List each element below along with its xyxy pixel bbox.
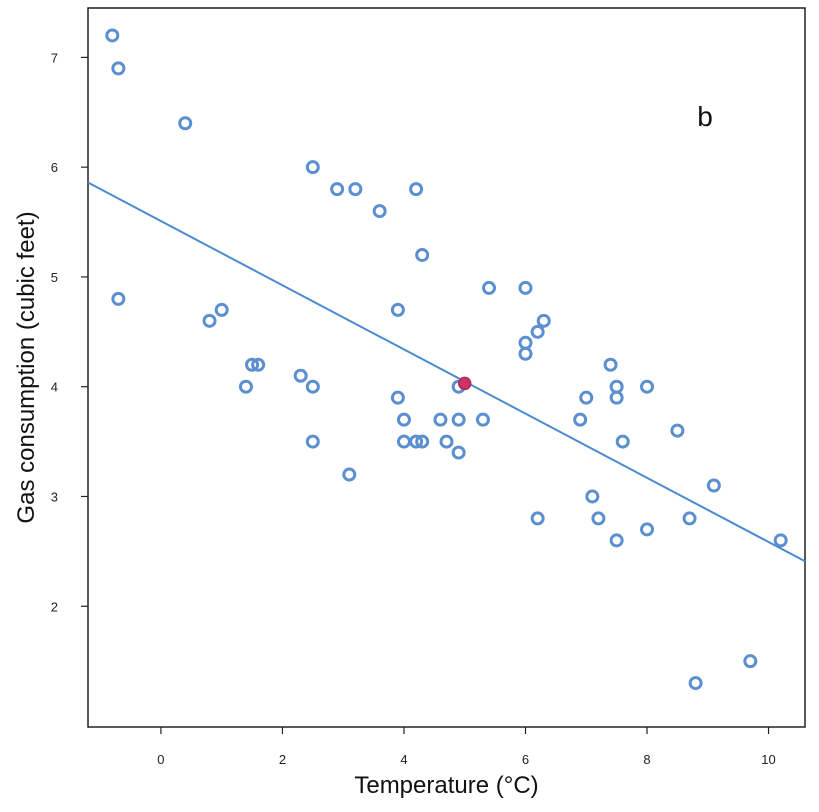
data-point [390, 390, 405, 405]
data-point [409, 182, 424, 197]
data-point [202, 313, 217, 328]
data-point [451, 445, 466, 460]
data-point [348, 182, 363, 197]
data-point [390, 302, 405, 317]
x-axis-title: Temperature (°C) [354, 772, 538, 799]
data-point [396, 412, 411, 427]
x-tick-label: 0 [157, 752, 164, 767]
data-point [451, 412, 466, 427]
data-point [530, 511, 545, 526]
data-point [111, 61, 126, 76]
data-point [305, 434, 320, 449]
data-point [518, 280, 533, 295]
data-point [178, 116, 193, 131]
data-point [396, 434, 411, 449]
data-point [585, 489, 600, 504]
y-axis-ticks: 2 3 4 5 6 7 [51, 50, 88, 614]
data-point [482, 280, 497, 295]
data-point [579, 390, 594, 405]
data-point [111, 291, 126, 306]
data-point [238, 379, 253, 394]
points-layer [105, 28, 788, 691]
y-axis-title: Gas consumption (cubic feet) [13, 211, 40, 523]
panel-label: b [697, 101, 713, 132]
x-tick-label: 10 [761, 752, 775, 767]
data-point [518, 335, 533, 350]
highlight-layer [457, 376, 472, 391]
data-point [305, 160, 320, 175]
data-point [609, 533, 624, 548]
data-point [773, 533, 788, 548]
plot-frame [87, 7, 806, 728]
x-tick-label: 8 [643, 752, 650, 767]
data-point [245, 357, 260, 372]
data-point [475, 412, 490, 427]
data-point [609, 379, 624, 394]
data-point [536, 313, 551, 328]
data-point [518, 346, 533, 361]
y-tick-label: 5 [51, 270, 58, 285]
fit-line-layer [87, 181, 806, 563]
data-point [743, 654, 758, 669]
data-point [615, 434, 630, 449]
x-tick-label: 6 [522, 752, 529, 767]
data-point [682, 511, 697, 526]
regression-line [87, 181, 806, 563]
data-point [105, 28, 120, 43]
x-axis-ticks: 0 2 4 6 8 10 [157, 727, 776, 767]
data-point [372, 204, 387, 219]
data-point [293, 368, 308, 383]
data-point [609, 390, 624, 405]
data-point [342, 467, 357, 482]
data-point [640, 522, 655, 537]
data-point [670, 423, 685, 438]
data-point [688, 676, 703, 691]
x-tick-label: 4 [400, 752, 407, 767]
y-tick-label: 6 [51, 160, 58, 175]
y-tick-label: 7 [51, 50, 58, 65]
data-point [415, 434, 430, 449]
data-point [530, 324, 545, 339]
data-point [591, 511, 606, 526]
y-tick-label: 2 [51, 599, 58, 614]
data-point [603, 357, 618, 372]
data-point [706, 478, 721, 493]
data-point [409, 434, 424, 449]
y-tick-label: 4 [51, 380, 58, 395]
data-point [305, 379, 320, 394]
data-point [251, 357, 266, 372]
y-tick-label: 3 [51, 489, 58, 504]
highlight-point [457, 376, 472, 391]
data-point [330, 182, 345, 197]
data-point [439, 434, 454, 449]
data-point [214, 302, 229, 317]
data-point [640, 379, 655, 394]
data-point [415, 247, 430, 262]
data-point [433, 412, 448, 427]
data-point [573, 412, 588, 427]
x-tick-label: 2 [279, 752, 286, 767]
